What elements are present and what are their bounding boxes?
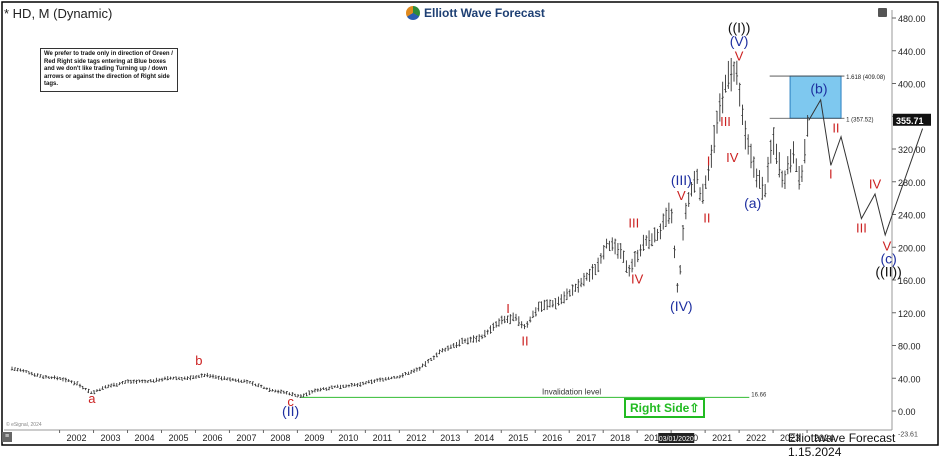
wave-label: V	[883, 239, 892, 254]
x-tick-label: 2008	[270, 433, 290, 443]
y-tick-label: 240.00	[898, 211, 926, 221]
last-price-tag	[893, 113, 931, 126]
chart-frame	[1, 1, 939, 446]
wave-label: IV	[726, 150, 739, 165]
x-tick-label: 2022	[746, 433, 766, 443]
wave-label: (V)	[730, 33, 749, 49]
x-tick-label: 2003	[101, 433, 121, 443]
y-tick-label: 480.00	[898, 14, 926, 24]
x-tick-label: 2007	[236, 433, 256, 443]
x-tick-label: 2016	[542, 433, 562, 443]
wave-label: V	[677, 188, 686, 203]
x-cursor-box	[658, 433, 695, 443]
symbol-title: * HD, M (Dynamic)	[4, 6, 113, 21]
wave-label: III	[720, 114, 731, 129]
wave-label: c	[287, 394, 294, 409]
y-tick-label: 160.00	[898, 276, 926, 286]
credit-text: © eSignal, 2024	[6, 422, 42, 428]
price-chart[interactable]: 0.00 40.00 80.00 120.00 160.00 200.00 240.00 28…	[0, 0, 940, 447]
x-tick-label: 2004	[134, 433, 154, 443]
wave-label: a	[88, 391, 96, 406]
y-tick-label: 400.00	[898, 80, 926, 90]
wave-label: (a)	[744, 195, 761, 211]
wave-label: ((I))	[728, 20, 751, 36]
y-tick-label: 0.00	[898, 407, 916, 417]
fib-level-label: 1 (357.52)	[846, 117, 873, 123]
wave-label: V	[735, 49, 744, 64]
x-tick-label: 2015	[508, 433, 528, 443]
wave-label: I	[829, 166, 833, 181]
wave-label: IV	[631, 271, 644, 286]
wave-label: IV	[869, 176, 882, 191]
x-tick-label: 2011	[373, 433, 392, 443]
right-side-tag: Right Side⇧	[624, 398, 706, 418]
wave-label: (c)	[880, 251, 896, 267]
invalidation-value: 16.66	[751, 392, 767, 398]
x-tick-label: 2018	[610, 433, 630, 443]
y-tick-label: 120.00	[898, 309, 926, 319]
wave-label: ((II))	[875, 264, 901, 280]
y-min-label: -23.61	[898, 431, 918, 438]
wave-label: (II)	[282, 403, 299, 419]
y-tick-label: 200.00	[898, 243, 926, 253]
y-tick-label: 320.00	[898, 145, 926, 155]
last-price-label: 355.71	[896, 116, 924, 126]
x-tick-label: 2005	[168, 433, 188, 443]
wave-label: III	[628, 216, 639, 231]
wave-label: II	[703, 211, 710, 226]
x-tick-label: 2024	[814, 433, 834, 443]
y-tick-label: 440.00	[898, 47, 926, 57]
wave-label: II	[832, 121, 839, 136]
x-tick-label: 2019	[644, 433, 664, 443]
logo-mark-icon	[406, 6, 420, 20]
x-tick-label: 2021	[712, 433, 732, 443]
x-tick-label: 2009	[304, 433, 324, 443]
wave-label: (III)	[671, 172, 692, 188]
trading-note: We prefer to trade only in direction of …	[40, 48, 178, 92]
wave-label: I	[707, 153, 711, 168]
chart-menu-icon[interactable]: ≡	[2, 432, 12, 442]
x-tick-label: 2002	[67, 433, 87, 443]
wave-label: III	[856, 221, 867, 236]
wave-label: b	[195, 353, 202, 368]
x-tick-label: 2014	[474, 433, 494, 443]
y-tick-label: 280.00	[898, 178, 926, 188]
wave-label: (IV)	[670, 298, 693, 314]
x-cursor-label: 03/01/2020	[659, 436, 694, 443]
x-tick-label: 2006	[202, 433, 222, 443]
projection-path	[808, 98, 924, 237]
wave-label: II	[521, 334, 528, 349]
x-tick-label: 2013	[440, 433, 460, 443]
invalidation-label: Invalidation level	[542, 387, 601, 396]
x-tick-label: 2023	[780, 433, 800, 443]
y-tick-label: 40.00	[898, 374, 921, 384]
x-tick-label: 2017	[576, 433, 596, 443]
x-tick-label: 2012	[406, 433, 426, 443]
logo-text: Elliott Wave Forecast	[424, 6, 545, 20]
brand-logo: Elliott Wave Forecast	[406, 6, 545, 20]
footer-caption: Elliottwave Forecast 1.15.2024	[788, 431, 896, 459]
settings-icon[interactable]	[878, 8, 887, 17]
fib-level-label: 1.618 (409.08)	[846, 75, 885, 81]
x-tick-label: 2010	[338, 433, 358, 443]
wave-label: I	[506, 301, 510, 316]
y-tick-label: 80.00	[898, 342, 921, 352]
wave-label: (b)	[810, 80, 827, 96]
